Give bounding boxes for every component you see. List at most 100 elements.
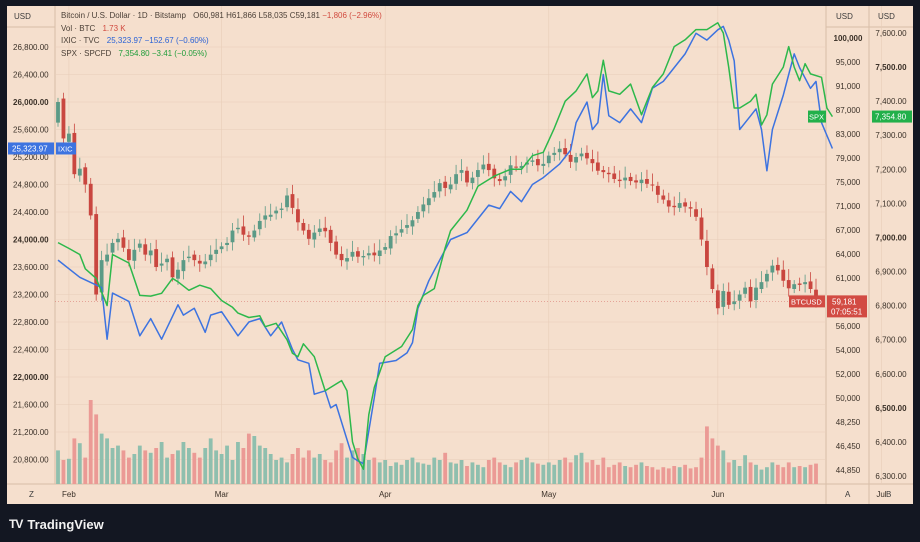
volume-bar bbox=[121, 450, 126, 484]
volume-bar bbox=[328, 462, 333, 484]
legend-btc-high: H61,866 bbox=[226, 11, 257, 20]
volume-bar bbox=[208, 438, 213, 484]
zoom-button[interactable]: Z bbox=[29, 490, 34, 499]
btc-axis-tick-label: 83,000 bbox=[836, 130, 861, 139]
legend-btc-open: O60,981 bbox=[193, 11, 224, 20]
btc-axis-tick-label: 44,850 bbox=[836, 466, 861, 475]
candle-body bbox=[181, 260, 186, 272]
candle-body bbox=[655, 185, 660, 195]
volume-bar bbox=[743, 455, 748, 484]
btc-axis-tick-label: 52,000 bbox=[836, 370, 861, 379]
candle-body bbox=[328, 229, 333, 243]
spx-axis-tick-label: 6,900.00 bbox=[875, 268, 907, 277]
candle-body bbox=[416, 212, 420, 219]
volume-bar bbox=[688, 468, 693, 484]
volume-bar bbox=[77, 443, 82, 484]
volume-bar bbox=[617, 462, 622, 484]
volume-bar bbox=[683, 464, 688, 484]
right-axis-currency[interactable]: USD bbox=[878, 12, 895, 21]
left-axis-tick-label: 24,800.00 bbox=[13, 181, 49, 190]
candle-body bbox=[546, 155, 551, 164]
volume-bar bbox=[803, 467, 808, 484]
spx-axis-tick-label: 6,700.00 bbox=[875, 336, 907, 345]
candle-body bbox=[366, 253, 371, 256]
volume-bars bbox=[56, 400, 818, 484]
candle-body bbox=[61, 98, 66, 139]
left-axis-currency[interactable]: USD bbox=[14, 12, 31, 21]
volume-bar bbox=[786, 462, 791, 484]
volume-bar bbox=[601, 457, 606, 484]
legend-btc-low: L58,035 bbox=[258, 11, 288, 20]
legend-btc-name: Bitcoin / U.S. Dollar · 1D · Bitstamp bbox=[61, 11, 186, 20]
candle-body bbox=[443, 181, 448, 188]
candle-body bbox=[514, 166, 518, 168]
candle-body bbox=[301, 223, 306, 231]
candle-body bbox=[579, 153, 584, 157]
volume-bar bbox=[132, 454, 137, 484]
volume-bar bbox=[383, 460, 388, 484]
btc-last-value-box bbox=[827, 295, 867, 318]
candle-body bbox=[399, 229, 404, 233]
candle-body bbox=[557, 148, 562, 153]
candle-body bbox=[726, 291, 731, 305]
spx-axis-tick-label: 6,400.00 bbox=[875, 438, 907, 447]
ixic-last-value-box bbox=[8, 142, 54, 155]
btc-axis-tick-label: 48,250 bbox=[836, 418, 861, 427]
volume-bar bbox=[595, 464, 600, 484]
candle-body bbox=[66, 133, 71, 142]
candle-body bbox=[470, 177, 475, 184]
volume-bar bbox=[568, 462, 573, 484]
legend-btc-change: −1,806 (−2.96%) bbox=[322, 11, 382, 20]
candle-body bbox=[236, 227, 240, 230]
btc-axis-tick-label: 64,000 bbox=[836, 250, 861, 259]
spx-axis-tick-label: 6,600.00 bbox=[875, 370, 907, 379]
candle-body bbox=[56, 102, 60, 123]
volume-bar bbox=[775, 464, 780, 484]
candle-body bbox=[737, 294, 742, 301]
candle-body bbox=[257, 220, 262, 230]
candle-body bbox=[405, 225, 409, 228]
candle-body bbox=[126, 249, 131, 261]
spx-axis-tick-label: 7,500.00 bbox=[875, 63, 907, 72]
spx-series-line bbox=[57, 22, 834, 470]
left-axis-tick-label: 22,400.00 bbox=[13, 346, 49, 355]
volume-bar bbox=[72, 438, 77, 484]
candle-body bbox=[677, 203, 682, 208]
candle-body bbox=[563, 148, 568, 155]
ixic-series-line bbox=[57, 25, 834, 465]
volume-bar bbox=[394, 462, 399, 484]
candle-body bbox=[792, 284, 797, 289]
volume-bar bbox=[530, 462, 535, 484]
candle-body bbox=[574, 157, 578, 163]
x-axis-tick-label: Feb bbox=[62, 490, 76, 499]
candle-body bbox=[765, 273, 769, 282]
candle-body bbox=[759, 282, 764, 289]
candle-body bbox=[170, 257, 175, 278]
volume-bar bbox=[356, 448, 360, 484]
left-axis-tick-label: 26,400.00 bbox=[13, 71, 49, 80]
legend-row-spx: SPX · SPCFD 7,354.80 −3.41 (−0.05%) bbox=[61, 48, 382, 61]
candle-body bbox=[99, 260, 104, 293]
candle-body bbox=[486, 163, 491, 171]
scale-b-button[interactable]: B bbox=[886, 490, 892, 499]
volume-bar bbox=[694, 467, 698, 484]
volume-bar bbox=[165, 457, 169, 484]
candle-body bbox=[159, 263, 164, 266]
candle-body bbox=[634, 180, 638, 183]
spx-last-value-label: 7,354.80 bbox=[875, 113, 907, 122]
candle-body bbox=[110, 242, 115, 253]
auto-scale-button[interactable]: A bbox=[845, 490, 851, 499]
candle-body bbox=[350, 251, 355, 257]
candle-body bbox=[356, 251, 360, 257]
candle-body bbox=[721, 291, 726, 307]
left-axis-tick-label: 23,200.00 bbox=[13, 291, 49, 300]
candle-body bbox=[552, 152, 557, 155]
mid-axis-currency[interactable]: USD bbox=[836, 12, 853, 21]
btc-axis-tick-label: 87,000 bbox=[836, 106, 861, 115]
candle-body bbox=[192, 254, 197, 261]
tradingview-brand[interactable]: TV TradingView bbox=[9, 514, 104, 534]
candle-body bbox=[279, 208, 284, 210]
volume-bar bbox=[808, 464, 813, 484]
btc-tag-label: BTCUSD bbox=[791, 297, 822, 306]
